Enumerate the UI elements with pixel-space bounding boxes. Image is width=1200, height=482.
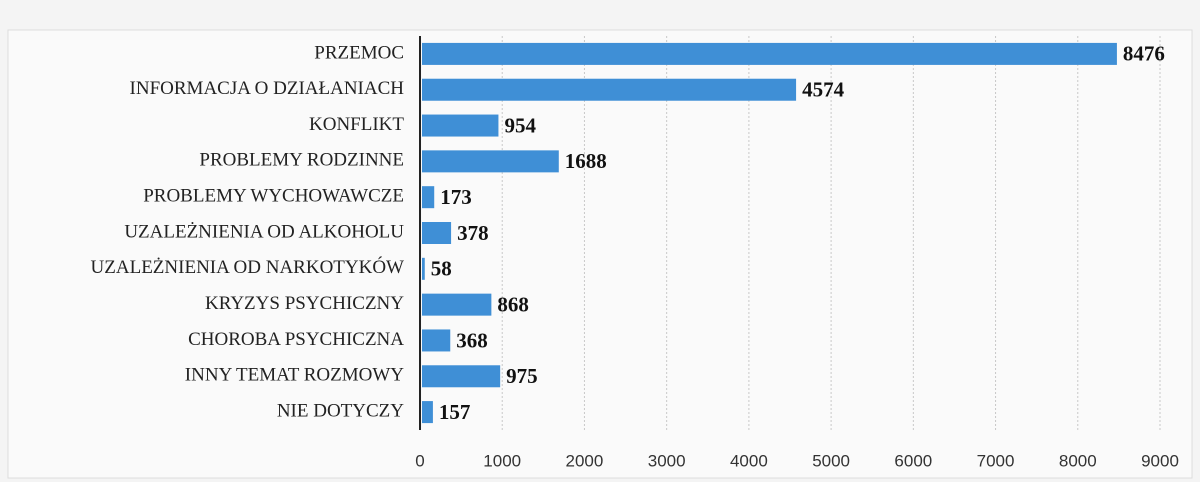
bar [422,257,425,280]
bar [422,222,452,244]
bar [422,42,1117,65]
y-tick-label: PROBLEMY RODZINNE [199,150,404,171]
y-tick-label: PROBLEMY WYCHOWAWCZE [143,186,404,207]
x-tick-label: 5000 [812,451,850,470]
x-tick-label: 6000 [894,451,932,470]
value-label: 368 [456,328,488,352]
x-tick-label: 3000 [648,451,686,470]
y-tick-label: CHOROBA PSYCHICZNA [188,329,404,350]
x-tick-label: 1000 [483,451,521,470]
value-label: 157 [439,400,471,424]
value-label: 8476 [1123,42,1165,66]
y-tick-label: NIE DOTYCZY [277,400,404,421]
y-tick-label: KONFLIKT [309,114,404,135]
bar [422,401,433,424]
value-label: 378 [457,221,489,245]
x-tick-label: 2000 [566,451,604,470]
x-tick-label: 7000 [977,451,1015,470]
value-label: 954 [504,113,536,137]
value-label: 58 [431,257,452,281]
x-tick-label: 4000 [730,451,768,470]
plot-area [7,29,1193,479]
value-label: 173 [440,185,472,209]
y-tick-label: INFORMACJA O DZIAŁANIACH [130,78,405,99]
value-label: 1688 [565,149,607,173]
x-tick-label: 0 [415,451,424,470]
value-label: 868 [497,292,529,316]
y-tick-label: UZALEŻNIENIA OD ALKOHOLU [124,221,404,242]
x-tick-label: 8000 [1059,451,1097,470]
bar [422,365,501,388]
bar [422,114,499,137]
y-tick-label: PRZEMOC [314,42,404,63]
bar [422,186,435,209]
bar [422,293,492,316]
y-tick-label: UZALEŻNIENIA OD NARKOTYKÓW [91,256,405,278]
value-label: 4574 [802,78,845,102]
bar [422,329,451,352]
bar [422,78,797,101]
y-tick-label: INNY TEMAT ROZMOWY [185,365,404,386]
bar [422,150,559,173]
value-label: 975 [506,364,537,388]
y-tick-label: KRYZYS PSYCHICZNY [205,293,404,314]
x-tick-label: 9000 [1141,451,1179,470]
